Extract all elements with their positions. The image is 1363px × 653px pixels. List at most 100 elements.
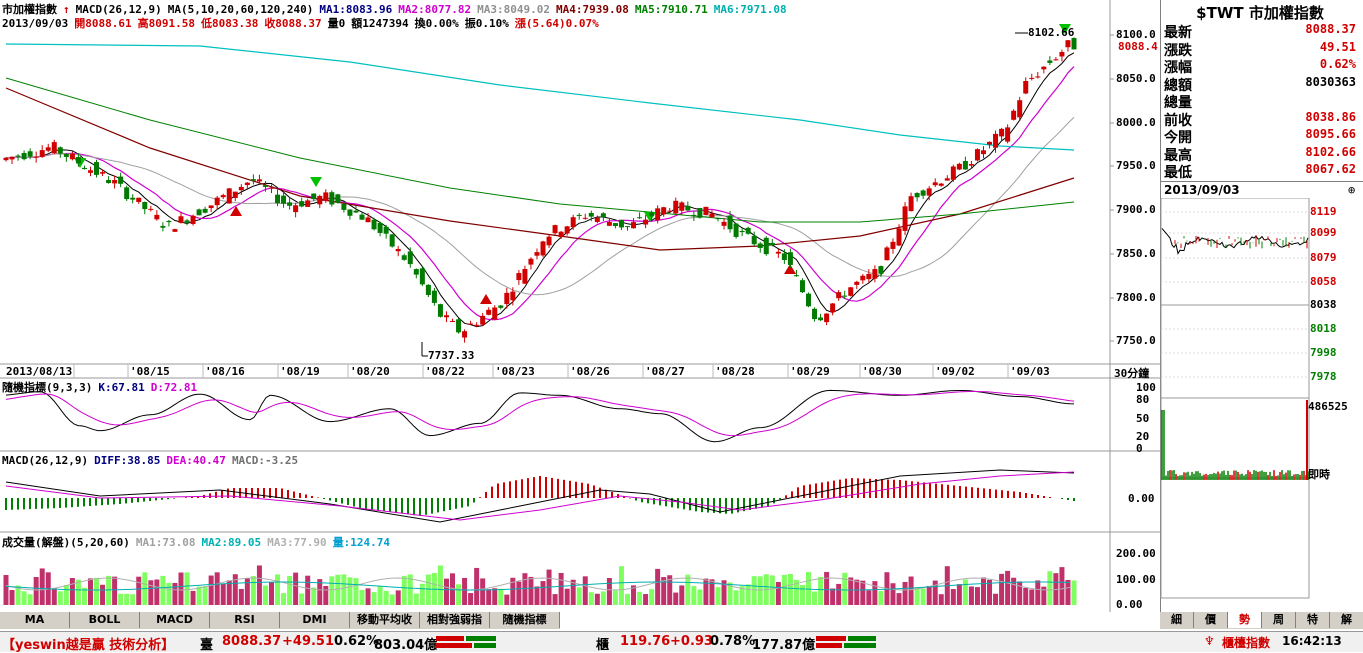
- candle-body: [389, 234, 395, 247]
- quote-tab[interactable]: 勢: [1228, 612, 1262, 628]
- kd-k-line: [5, 389, 1075, 443]
- candle-body: [202, 208, 208, 213]
- candle-body: [160, 225, 166, 228]
- candle-body: [492, 307, 498, 320]
- volume-bar: [564, 588, 570, 605]
- candle-body: [1011, 110, 1017, 120]
- volume-bar: [878, 591, 884, 605]
- candle-body: [456, 319, 462, 333]
- volume-bar: [94, 577, 100, 605]
- volume-bar: [413, 593, 419, 605]
- candle-body: [347, 209, 353, 216]
- period-label[interactable]: 30分鐘: [1114, 367, 1150, 380]
- candle-body: [480, 315, 486, 325]
- volume-bar: [456, 584, 462, 605]
- volume-bar: [522, 573, 528, 605]
- volume-bar: [184, 572, 190, 605]
- realtime-label: 即時: [1308, 468, 1330, 481]
- candle-body: [220, 195, 226, 198]
- candle-body: [691, 214, 697, 217]
- volume-bar: [124, 593, 130, 605]
- low-price-label: 7737.33: [428, 349, 475, 362]
- candle-body: [727, 215, 733, 230]
- indicator-tab[interactable]: 移動平均收: [350, 612, 420, 628]
- otc-amount: 177.87億: [752, 638, 816, 653]
- quote-tab[interactable]: 周: [1262, 612, 1296, 628]
- indicator-tab[interactable]: MACD: [140, 612, 210, 628]
- volume-bar: [293, 572, 299, 605]
- volume-bar: [401, 575, 407, 605]
- candle-body: [275, 194, 281, 204]
- volume-bar: [679, 585, 685, 605]
- indicator-tab[interactable]: 相對強弱指: [420, 612, 490, 628]
- volume-bar: [118, 593, 124, 605]
- quote-tab[interactable]: 特: [1296, 612, 1330, 628]
- candle-body: [763, 237, 769, 255]
- volume-bar: [775, 581, 781, 605]
- indicator-tab[interactable]: RSI: [210, 612, 280, 628]
- volume-bar: [498, 588, 504, 605]
- macd-hist-value: MACD:-3.25: [231, 454, 299, 467]
- volume-bar: [842, 572, 848, 605]
- candle-body: [582, 217, 588, 219]
- volume-bar: [371, 592, 377, 605]
- candle-body: [311, 193, 317, 200]
- indicator-tab[interactable]: MA: [0, 612, 70, 628]
- quote-value: 8102.66: [1305, 144, 1356, 159]
- volume-bar: [968, 586, 974, 605]
- volume-bar: [329, 576, 335, 605]
- candle-body: [148, 208, 154, 210]
- signal-arrow-icon: [310, 177, 322, 187]
- volume-bar: [33, 576, 39, 605]
- quote-row: 漲跌 49.51: [1164, 40, 1356, 59]
- mini-price-tick: 8018: [1310, 322, 1337, 335]
- volume-bar: [214, 572, 220, 605]
- date-tick: '09/03: [1010, 365, 1050, 378]
- candle-body: [842, 295, 848, 297]
- indicator-tab[interactable]: DMI: [280, 612, 350, 628]
- otc-index-label[interactable]: 櫃檯指數: [1222, 636, 1271, 650]
- candle-body: [468, 323, 474, 325]
- quote-tab[interactable]: 價: [1194, 612, 1228, 628]
- mini-price-tick: 8079: [1310, 251, 1337, 264]
- volume-bar: [812, 591, 818, 605]
- quote-row: 今開 8095.66: [1164, 127, 1356, 146]
- candle-body: [715, 218, 721, 220]
- chart-area[interactable]: [0, 0, 1160, 612]
- quote-tab[interactable]: 解: [1330, 612, 1363, 628]
- expand-icon[interactable]: ⊕: [1348, 183, 1356, 197]
- volume-bar: [323, 586, 329, 605]
- quote-value: 8038.86: [1305, 109, 1356, 124]
- ohlc-header: 2013/09/03 開8088.61 高8091.58 低8083.38 收8088.…: [2, 17, 599, 30]
- candle-body: [1035, 76, 1041, 78]
- candle-body: [383, 226, 389, 234]
- volume-bar: [624, 593, 630, 605]
- intraday-chart[interactable]: [1160, 198, 1363, 612]
- volume-bar: [419, 583, 425, 605]
- ma6-line: [5, 43, 1075, 151]
- candle-body: [443, 315, 449, 318]
- volume-bar: [1035, 580, 1041, 605]
- candle-body: [256, 179, 262, 182]
- volume-bar: [244, 578, 250, 605]
- candle-body: [431, 290, 437, 303]
- date-tick: '08/22: [425, 365, 465, 378]
- volume-bar: [178, 572, 184, 605]
- indicator-tab[interactable]: BOLL: [70, 612, 140, 628]
- volume-bar: [468, 593, 474, 605]
- candle-body: [649, 212, 655, 217]
- quote-tab[interactable]: 細: [1160, 612, 1194, 628]
- candle-body: [365, 217, 371, 223]
- quote-label: 最新: [1164, 25, 1192, 41]
- volume-bar: [872, 581, 878, 605]
- volume-bar: [510, 577, 516, 605]
- volume-bar: [160, 575, 166, 605]
- candle-body: [112, 180, 118, 184]
- volume-bar: [987, 579, 993, 605]
- brand-label[interactable]: 【yeswin越是贏 技術分析】: [2, 638, 175, 653]
- candle-body: [184, 220, 190, 223]
- volume-bar: [486, 589, 492, 605]
- volume-bar: [516, 581, 522, 605]
- macd-dea-line: [5, 471, 1075, 521]
- indicator-tab[interactable]: 隨機指標: [490, 612, 560, 628]
